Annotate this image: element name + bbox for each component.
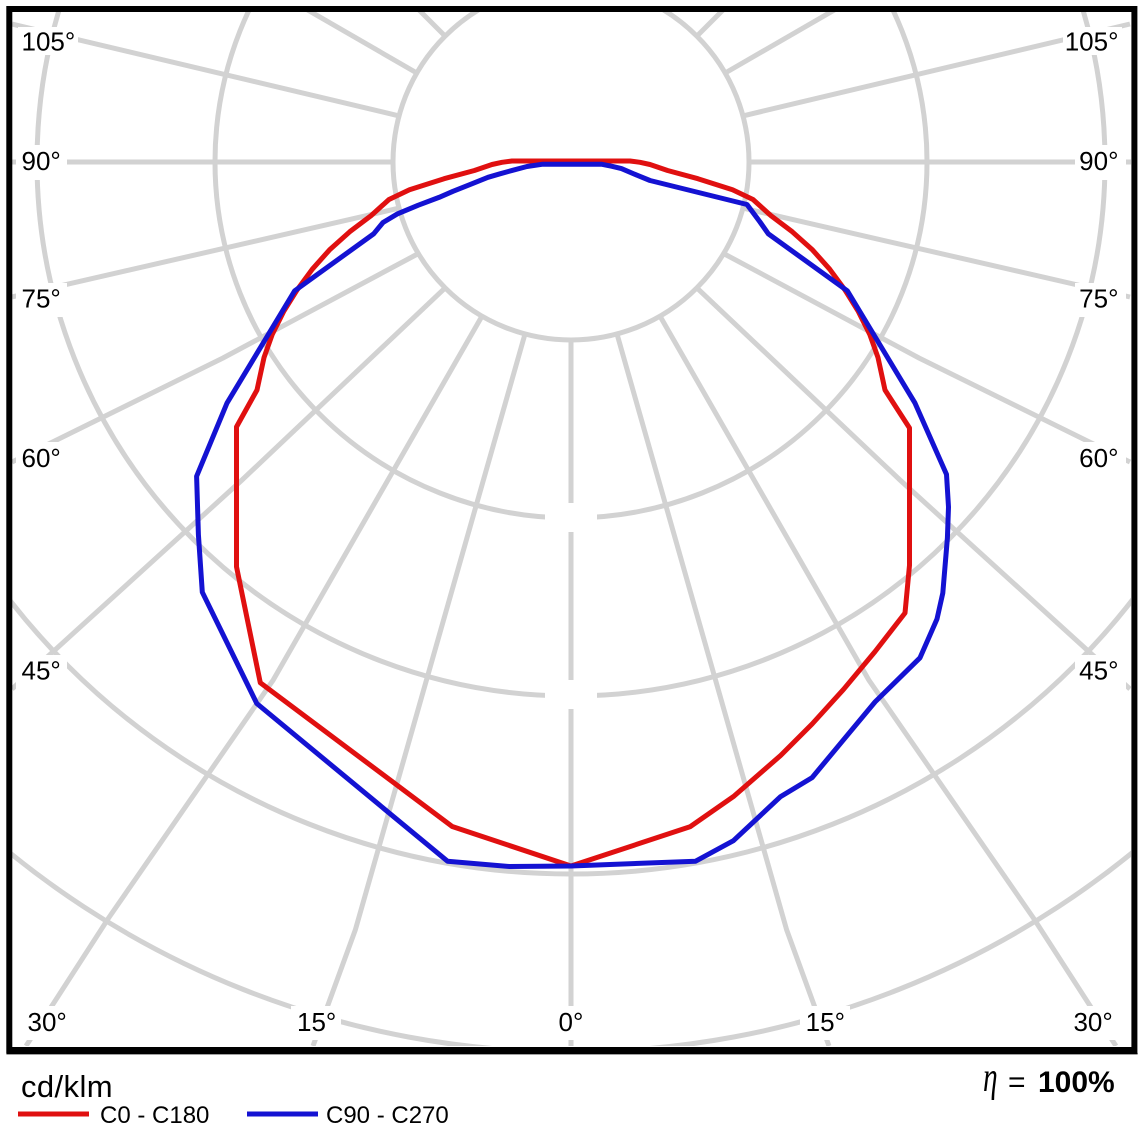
svg-text:cd/klm: cd/klm: [21, 1069, 113, 1104]
svg-text:30°: 30°: [1073, 1007, 1112, 1037]
svg-text:90°: 90°: [1079, 146, 1118, 176]
svg-text:45°: 45°: [22, 656, 61, 686]
svg-text:30°: 30°: [28, 1007, 67, 1037]
svg-text:C90 - C270: C90 - C270: [326, 1102, 449, 1129]
svg-text:0°: 0°: [559, 1007, 584, 1037]
svg-text:=: =: [1008, 1066, 1026, 1099]
svg-text:60°: 60°: [22, 443, 61, 473]
svg-text:105°: 105°: [22, 27, 76, 57]
svg-text:η: η: [983, 1054, 998, 1100]
svg-text:90°: 90°: [22, 146, 61, 176]
svg-text:45°: 45°: [1079, 656, 1118, 686]
svg-text:C0 - C180: C0 - C180: [100, 1102, 209, 1129]
svg-text:60°: 60°: [1079, 443, 1118, 473]
svg-text:75°: 75°: [1079, 283, 1118, 313]
svg-text:15°: 15°: [806, 1007, 845, 1037]
svg-text:15°: 15°: [297, 1007, 336, 1037]
svg-text:105°: 105°: [1065, 27, 1119, 57]
svg-text:75°: 75°: [22, 283, 61, 313]
svg-text:100%: 100%: [1038, 1066, 1115, 1099]
